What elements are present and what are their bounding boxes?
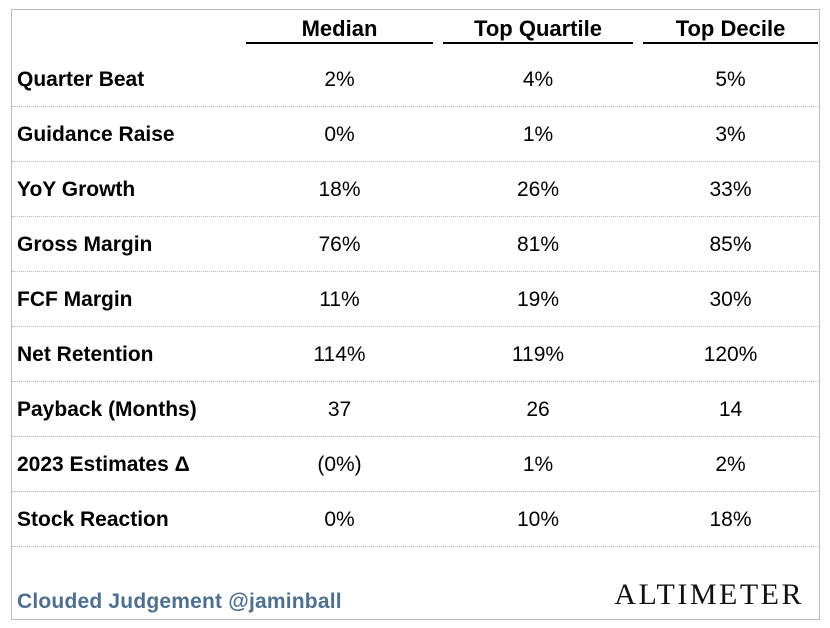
- top-decile-value: 2%: [715, 453, 746, 476]
- median-value: 18%: [318, 178, 361, 201]
- median-value: (0%): [317, 453, 362, 476]
- column-header-label: Median: [301, 16, 378, 41]
- top-quartile-value: 10%: [516, 508, 560, 531]
- table-row: FCF Margin 11% 19% 30%: [12, 272, 820, 327]
- table-row: YoY Growth 18% 26% 33%: [12, 162, 820, 217]
- top-decile-value: 33%: [709, 178, 752, 201]
- row-divider: [12, 106, 820, 107]
- top-quartile-value: 4%: [522, 68, 554, 91]
- table-row: Guidance Raise 0% 1% 3%: [12, 107, 820, 162]
- row-divider: [12, 216, 820, 217]
- column-header-top-quartile: Top Quartile: [443, 18, 633, 44]
- median-value: 114%: [313, 343, 366, 366]
- column-header-label: Top Quartile: [474, 16, 602, 41]
- row-label: YoY Growth: [17, 178, 136, 201]
- altimeter-logo: ALTIMETER: [614, 578, 804, 611]
- row-divider: [12, 271, 820, 272]
- median-value: 0%: [324, 123, 355, 146]
- top-quartile-value: 26: [526, 398, 550, 421]
- column-header-median: Median: [246, 18, 433, 44]
- row-divider: [12, 436, 820, 437]
- row-divider: [12, 491, 820, 492]
- row-divider: [12, 381, 820, 382]
- row-label: Guidance Raise: [17, 123, 175, 146]
- top-quartile-value: 1%: [522, 123, 554, 146]
- top-quartile-value: 26%: [516, 178, 560, 201]
- row-label: Payback (Months): [17, 398, 197, 421]
- table-row: Quarter Beat 2% 4% 5%: [12, 52, 820, 107]
- top-decile-value: 30%: [709, 288, 752, 311]
- header-underline: [246, 42, 433, 44]
- table-row: Stock Reaction 0% 10% 18%: [12, 492, 820, 547]
- median-value: 76%: [318, 233, 361, 256]
- table-row: 2023 Estimates Δ (0%) 1% 2%: [12, 437, 820, 492]
- row-label: FCF Margin: [17, 288, 133, 311]
- top-quartile-value: 1%: [522, 453, 554, 476]
- column-header-label: Top Decile: [675, 16, 786, 41]
- median-value: 0%: [324, 508, 355, 531]
- top-quartile-value: 119%: [511, 343, 565, 366]
- row-label: 2023 Estimates Δ: [17, 453, 190, 476]
- table-row: Payback (Months) 37 26 14: [12, 382, 820, 437]
- row-divider: [12, 326, 820, 327]
- table-row: Gross Margin 76% 81% 85%: [12, 217, 820, 272]
- row-label: Net Retention: [17, 343, 154, 366]
- row-label: Quarter Beat: [17, 68, 145, 91]
- median-value: 37: [327, 398, 352, 421]
- median-value: 2%: [324, 68, 355, 91]
- median-value: 11%: [319, 288, 360, 311]
- top-decile-value: 85%: [709, 233, 752, 256]
- row-divider: [12, 546, 820, 547]
- row-divider: [12, 161, 820, 162]
- top-decile-value: 120%: [703, 343, 758, 366]
- row-label: Gross Margin: [17, 233, 153, 256]
- top-decile-value: 5%: [715, 68, 746, 91]
- top-decile-value: 18%: [709, 508, 752, 531]
- credit-text: Clouded Judgement @jaminball: [17, 590, 342, 613]
- top-decile-value: 14: [718, 398, 743, 421]
- column-header-top-decile: Top Decile: [643, 18, 818, 44]
- row-label: Stock Reaction: [17, 508, 169, 531]
- table-frame: [11, 9, 820, 620]
- header-underline: [443, 42, 633, 44]
- top-quartile-value: 81%: [516, 233, 560, 256]
- header-underline: [643, 42, 818, 44]
- top-decile-value: 3%: [715, 123, 746, 146]
- top-quartile-value: 19%: [516, 288, 560, 311]
- table-row: Net Retention 114% 119% 120%: [12, 327, 820, 382]
